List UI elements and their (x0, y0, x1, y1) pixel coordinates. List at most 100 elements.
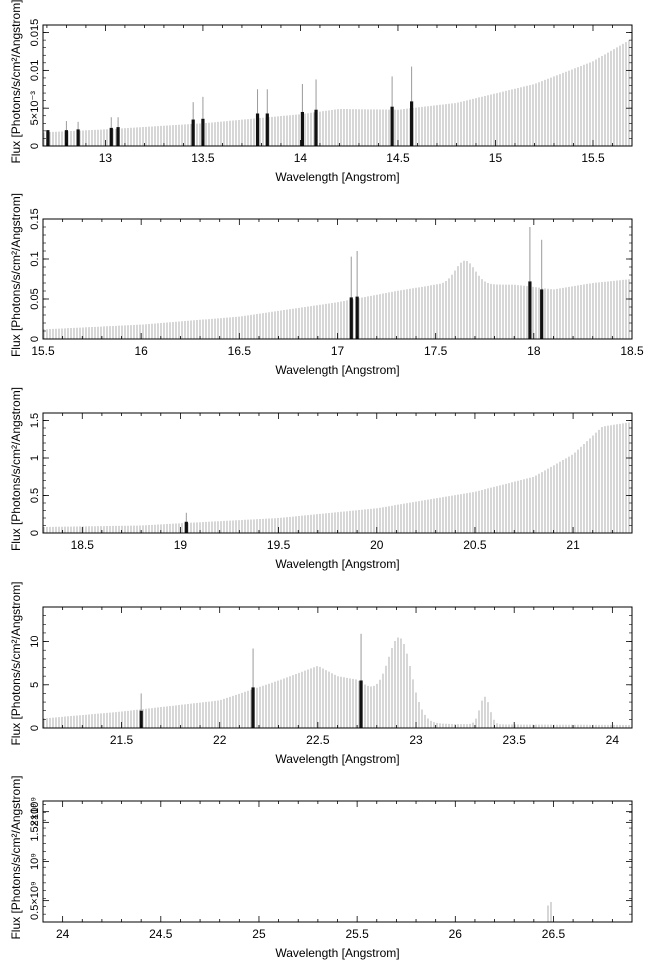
x-tick-label: 24 (606, 733, 620, 747)
x-tick-label: 15.5 (581, 151, 605, 165)
line-bar (528, 281, 532, 339)
x-tick-label: 16.5 (228, 344, 252, 358)
plot-frame (42, 606, 633, 729)
panel-5: 24 24.5 25 25.5 26 26.5 Wavelength [Angstrom] 0… (9, 775, 633, 960)
y-axis: 0 5×10⁻³ 0.01 0.015 (29, 19, 632, 149)
y-tick-label: 1.5×10⁹ (29, 803, 41, 842)
y-tick-label: 5×10⁻³ (29, 91, 41, 126)
plot-frame (42, 412, 633, 534)
x-axis: 21.5 22 22.5 23 23.5 24 (42, 607, 633, 747)
x-tick-label: 25 (252, 927, 266, 941)
x-axis: 18.5 19 19.5 20 20.5 21 (42, 413, 633, 552)
line-bar (540, 289, 544, 339)
y-axis: 0 0.05 0.1 0.15 (29, 208, 632, 342)
line-bar (116, 127, 120, 146)
y-axis: 0 5 10 (29, 606, 632, 731)
y-tick-label: 0 (29, 143, 41, 149)
x-tick-label: 14 (294, 151, 308, 165)
x-axis-label: Wavelength [Angstrom] (275, 170, 399, 184)
panel-3: 18.5 19 19.5 20 20.5 21 Wavelength [Angstrom] 0… (9, 387, 633, 571)
y-tick-label: 0.15 (29, 208, 41, 229)
line-bar (46, 130, 50, 146)
y-axis-label: Flux [Photons/s/cm²/Angstrom] (9, 193, 23, 357)
spectrum-bins (43, 40, 630, 146)
y-axis-label: Flux [Photons/s/cm²/Angstrom] (9, 581, 23, 745)
x-tick-label: 20.5 (463, 538, 487, 552)
y-tick-label: 1 (29, 455, 41, 461)
x-tick-label: 15.5 (31, 344, 55, 358)
line-bar (76, 129, 80, 146)
spectrum-bins (43, 422, 630, 533)
x-tick-label: 23.5 (503, 733, 527, 747)
line-bar (359, 680, 363, 728)
y-axis-label: Flux [Photons/s/cm²/Angstrom] (9, 387, 23, 551)
x-tick-label: 22.5 (306, 733, 330, 747)
emission-lines (46, 66, 414, 146)
line-bar (201, 118, 205, 146)
x-tick-label: 26.5 (542, 927, 566, 941)
line-bar (410, 101, 414, 146)
line-bar (184, 521, 188, 533)
spectrum-bins (547, 902, 552, 922)
line-bar (265, 113, 269, 146)
line-bar (355, 296, 359, 339)
y-tick-label: 0 (29, 336, 41, 342)
x-tick-label: 17 (331, 344, 345, 358)
y-axis: 0 0.5 1 1.5 (29, 412, 632, 536)
x-tick-label: 15 (489, 151, 503, 165)
x-tick-label: 24.5 (149, 927, 173, 941)
x-tick-label: 26 (449, 927, 463, 941)
y-tick-label: 0.5 (29, 488, 41, 503)
x-axis: 15.5 16 16.5 17 17.5 18 18.5 (31, 219, 644, 358)
panel-4: 21.5 22 22.5 23 23.5 24 Wavelength [Angstrom] 0… (9, 581, 633, 766)
y-tick-label: 0.5×10⁹ (29, 881, 41, 920)
line-bar (191, 119, 195, 146)
x-axis-label: Wavelength [Angstrom] (275, 946, 399, 960)
line-bar (251, 687, 255, 728)
x-tick-label: 18.5 (71, 538, 95, 552)
x-tick-label: 18.5 (620, 344, 644, 358)
y-tick-label: 10⁹ (29, 853, 41, 870)
x-tick-label: 14.5 (386, 151, 410, 165)
line-bar (255, 113, 260, 146)
x-tick-label: 21 (566, 538, 580, 552)
x-axis: 24 24.5 25 25.5 26 26.5 (42, 801, 633, 941)
x-tick-label: 19.5 (267, 538, 291, 552)
panel-2: 15.5 16 16.5 17 17.5 18 18.5 Wavelength [Angstr… (9, 193, 644, 377)
y-tick-label: 0.1 (29, 251, 41, 266)
x-tick-label: 17.5 (424, 344, 448, 358)
line-bar (64, 130, 69, 146)
line-bar (314, 109, 318, 146)
x-tick-label: 13.5 (191, 151, 215, 165)
emission-lines (349, 227, 544, 339)
x-tick-label: 22 (213, 733, 227, 747)
x-axis-label: Wavelength [Angstrom] (275, 557, 399, 571)
x-tick-label: 16 (134, 344, 148, 358)
x-tick-label: 18 (527, 344, 541, 358)
y-axis-label: Flux [Photons/s/cm²/Angstrom] (9, 0, 23, 164)
x-tick-label: 21.5 (110, 733, 134, 747)
line-bar (300, 111, 304, 146)
y-tick-label: 0 (29, 530, 41, 536)
y-tick-label: 0.015 (29, 19, 41, 47)
spectrum-bins (43, 260, 630, 339)
x-tick-label: 13 (99, 151, 113, 165)
y-tick-label: 0.05 (29, 288, 41, 309)
y-tick-label: 2×10⁹ (29, 797, 41, 827)
emission-lines (139, 633, 363, 728)
x-tick-label: 23 (409, 733, 423, 747)
y-tick-label: 0.01 (29, 60, 41, 81)
line-bar (139, 710, 143, 728)
x-tick-label: 24 (56, 927, 70, 941)
x-tick-label: 25.5 (345, 927, 369, 941)
spectrum-bins (43, 637, 630, 728)
panel-1: 13 13.5 14 14.5 15 15.5 Wavelength [Angstrom] 0… (9, 0, 633, 184)
y-tick-label: 5 (29, 682, 41, 688)
x-tick-label: 20 (370, 538, 384, 552)
line-bar (109, 127, 113, 146)
line-bar (390, 106, 394, 146)
x-axis-label: Wavelength [Angstrom] (275, 752, 399, 766)
plot-frame (42, 800, 633, 923)
